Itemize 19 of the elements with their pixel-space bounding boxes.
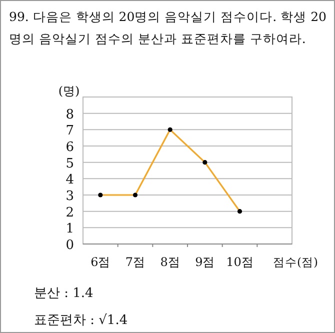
y-tick-label: 8 [66, 107, 74, 122]
y-tick-label: 7 [66, 124, 74, 139]
y-tick-label: 0 [66, 238, 74, 253]
y-tick-label: 6 [66, 140, 74, 155]
y-axis-title: (명) [58, 84, 80, 98]
x-tick-label: 9점 [195, 255, 215, 269]
x-tick-label: 8점 [160, 255, 180, 269]
x-tick-label: 6점 [90, 255, 110, 269]
text: 분산 : 1.4 [34, 286, 94, 301]
y-tick-label: 3 [66, 189, 74, 204]
x-axis-title: 점수(점) [273, 255, 318, 269]
y-tick-label: 5 [66, 156, 74, 172]
x-tick-label: 10점 [226, 255, 254, 269]
text: 표준편차 : √1.4 [34, 313, 128, 328]
x-tick-label: 7점 [125, 255, 146, 269]
y-tick-label: 2 [66, 205, 74, 220]
y-tick-label: 4 [66, 172, 74, 188]
y-tick-label: 1 [66, 222, 74, 237]
chart-title: 99. 다음은 학생의 20명의 음악실기 점수이다. 학생 20명의 음악실기 점수의 분산과 표준편차를 구하여라. [9, 8, 327, 48]
